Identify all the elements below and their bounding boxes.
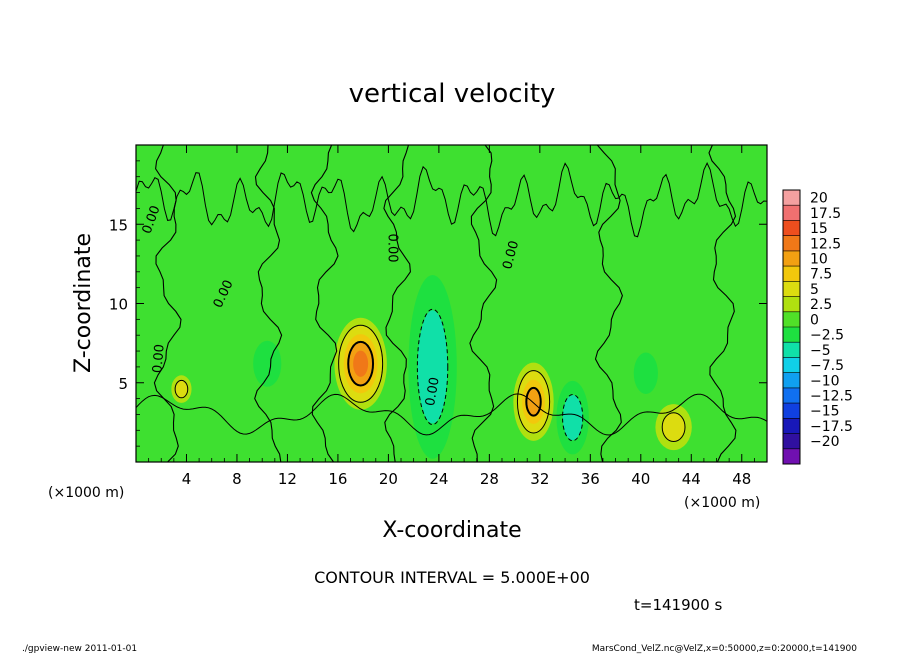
colorbar-swatch-12: [783, 372, 800, 389]
colorbar-label-13: −12.5: [810, 389, 853, 405]
x-tick-label-8: 36: [581, 470, 600, 488]
x-tick-label-9: 40: [631, 470, 650, 488]
y-tick-label-0: 5: [118, 375, 128, 393]
x-axis-label: X-coordinate: [382, 518, 521, 543]
field-cell-5-1: [562, 395, 583, 441]
contour-lines: [136, 145, 767, 462]
colorbar-swatch-17: [783, 448, 800, 465]
colorbar-label-5: 7.5: [810, 267, 832, 283]
colorbar-swatch-15: [783, 418, 800, 434]
footer-left: ./gpview-new 2011-01-01: [22, 644, 137, 654]
contour-line-5-1: [562, 394, 584, 442]
colorbar-label-0: 20: [810, 191, 828, 207]
colorbar-label-10: −5: [810, 343, 831, 359]
zero-contour-6: [708, 145, 737, 462]
colorbar-swatch-8: [783, 311, 800, 328]
x-axis-unit-left: (×1000 m): [48, 485, 124, 501]
colorbar-swatch-10: [783, 342, 800, 358]
x-tick-label-6: 28: [480, 470, 499, 488]
contour-line-3-1: [174, 379, 189, 399]
x-tick-label-3: 16: [328, 470, 347, 488]
colorbar-swatch-5: [783, 266, 800, 282]
y-axis-label: Z-coordinate: [71, 233, 96, 373]
x-tick-label-5: 24: [429, 470, 448, 488]
x-tick-label-1: 8: [232, 470, 242, 488]
x-tick-label-10: 44: [682, 470, 701, 488]
field-cell-1-3: [526, 388, 541, 416]
colorbar-label-6: 5: [810, 282, 819, 298]
contour-line-0-1: [338, 324, 384, 403]
colorbar-label-8: 0: [810, 312, 819, 328]
colorbar-swatch-3: [783, 235, 800, 252]
colorbar-label-15: −17.5: [810, 419, 853, 435]
colorbar-swatch-6: [783, 281, 800, 297]
colorbar-swatch-14: [783, 403, 800, 419]
field-cell-6-0: [253, 340, 282, 387]
x-axis-unit-right: (×1000 m): [684, 495, 760, 511]
contour-label-4: 0.00: [423, 376, 443, 407]
x-axis: 4 8 12 16 20 24 28 32 36 40 44 48: [148, 145, 755, 488]
colorbar-swatch-0: [783, 190, 800, 206]
contour-label-5: 0.00: [150, 344, 167, 374]
x-tick-label-0: 4: [182, 470, 192, 488]
colorbar-swatch-9: [783, 327, 800, 343]
colorbar-label-16: −20: [810, 434, 840, 450]
contour-line-1-3: [525, 386, 542, 417]
x-tick-label-4: 20: [379, 470, 398, 488]
colorbar-swatch-13: [783, 387, 800, 404]
colorbar-swatch-16: [783, 433, 800, 450]
footer-right: MarsCond_VelZ.nc@VelZ,x=0:50000,z=0:2000…: [592, 644, 857, 654]
y-tick-label-1: 10: [109, 296, 128, 314]
colorbar-label-1: 17.5: [810, 206, 841, 222]
colorbar-label-12: −10: [810, 373, 840, 389]
field-cell-0-4: [353, 350, 369, 377]
colorbar-label-4: 10: [810, 252, 828, 268]
colorbar: 2017.51512.5107.552.50−2.5−5−7.5−10−12.5…: [782, 189, 853, 465]
contour-interval-text: CONTOUR INTERVAL = 5.000E+00: [314, 568, 590, 587]
x-tick-label-7: 32: [530, 470, 549, 488]
colorbar-label-7: 2.5: [810, 297, 832, 313]
zero-contour-2: [310, 145, 339, 462]
colorbar-label-2: 15: [810, 221, 828, 237]
contour-labels: 0.000.000.00 0.000.000.00: [140, 204, 523, 407]
colorbar-swatch-7: [783, 296, 800, 313]
zero-contour-0: [153, 145, 182, 462]
time-text: t=141900 s: [634, 596, 722, 614]
contour-label-3: 0.00: [500, 239, 522, 271]
lower-contour: [136, 393, 767, 436]
x-tick-label-11: 48: [732, 470, 751, 488]
contour-line-4-1: [416, 308, 449, 426]
zero-contour-1: [254, 145, 283, 462]
field-cell-2-1: [662, 413, 685, 442]
zero-contour-4: [469, 145, 498, 462]
velocity-field: [171, 275, 692, 459]
colorbar-swatch-11: [783, 357, 800, 374]
field-cell-4-1: [417, 310, 448, 424]
colorbar-swatch-1: [783, 205, 800, 221]
colorbar-label-9: −2.5: [810, 328, 844, 344]
contour-line-0-3: [347, 340, 375, 387]
contour-label-2: 0.00: [384, 234, 399, 263]
colorbar-label-14: −15: [810, 404, 840, 420]
colorbar-label-11: −7.5: [810, 358, 844, 374]
y-axis: 5 10 15: [109, 160, 767, 447]
contour-line-1-1: [516, 370, 551, 434]
chart-title: vertical velocity: [349, 79, 556, 109]
colorbar-swatch-2: [783, 220, 800, 237]
field-cell-3-1: [175, 380, 188, 398]
plot-area: 0.000.000.00 0.000.000.00 4 8 12 16 20 24 28 32 3…: [109, 144, 768, 488]
y-tick-label-2: 15: [109, 216, 128, 234]
contour-line-2-1: [661, 412, 686, 443]
x-tick-label-2: 12: [278, 470, 297, 488]
colorbar-swatch-4: [783, 250, 800, 267]
colorbar-label-3: 12.5: [810, 236, 841, 252]
field-cell-7-0: [633, 352, 658, 394]
upper-contour: [136, 162, 767, 238]
